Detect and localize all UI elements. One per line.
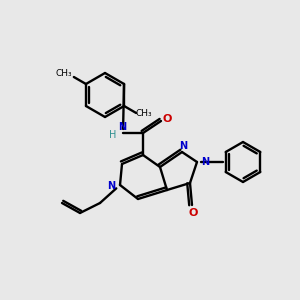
Text: CH₃: CH₃: [136, 109, 152, 118]
Text: N: N: [107, 181, 115, 191]
Text: N: N: [118, 122, 126, 132]
Text: O: O: [188, 208, 198, 218]
Text: CH₃: CH₃: [56, 68, 72, 77]
Text: N: N: [179, 141, 187, 151]
Text: O: O: [162, 114, 172, 124]
Text: H: H: [109, 130, 117, 140]
Text: N: N: [201, 157, 209, 167]
